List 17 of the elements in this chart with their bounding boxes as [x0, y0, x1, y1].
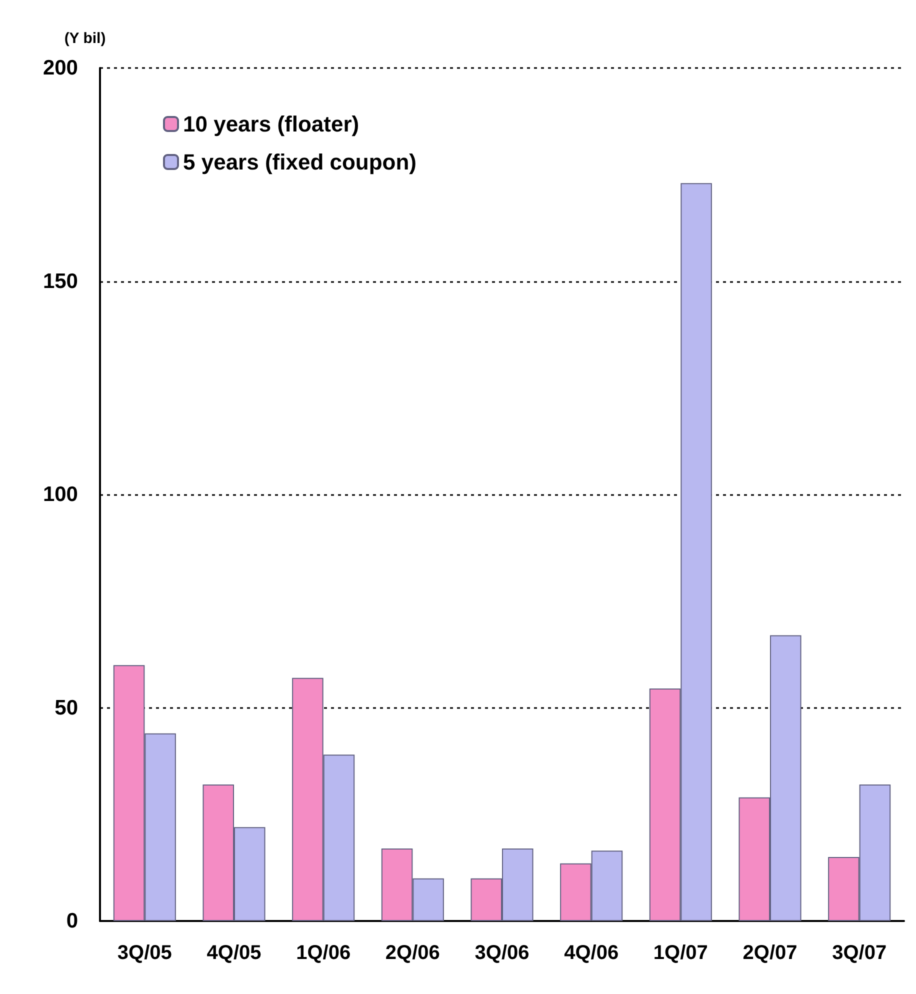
- x-tick-label: 2Q/07: [742, 942, 798, 964]
- y-tick-label: 100: [42, 483, 78, 506]
- legend-label: 5 years (fixed coupon): [183, 150, 417, 174]
- x-tick-label: 3Q/07: [832, 942, 887, 964]
- y-tick-label: 0: [66, 910, 78, 932]
- x-tick-label: 3Q/05: [117, 942, 172, 964]
- y-tick-label: 150: [42, 270, 78, 293]
- x-tick-label: 4Q/06: [564, 942, 619, 964]
- x-tick-label: 3Q/06: [474, 942, 530, 964]
- legend-label: 10 years (floater): [183, 112, 360, 136]
- x-tick-label: 1Q/06: [296, 942, 351, 964]
- y-tick-label: 200: [42, 56, 78, 80]
- x-tick-label: 1Q/07: [653, 942, 708, 964]
- x-tick-label: 2Q/06: [385, 942, 440, 964]
- y-tick-label: 50: [54, 696, 78, 720]
- x-tick-label: 4Q/05: [206, 942, 262, 964]
- y-axis-title: (Y bil): [64, 30, 106, 47]
